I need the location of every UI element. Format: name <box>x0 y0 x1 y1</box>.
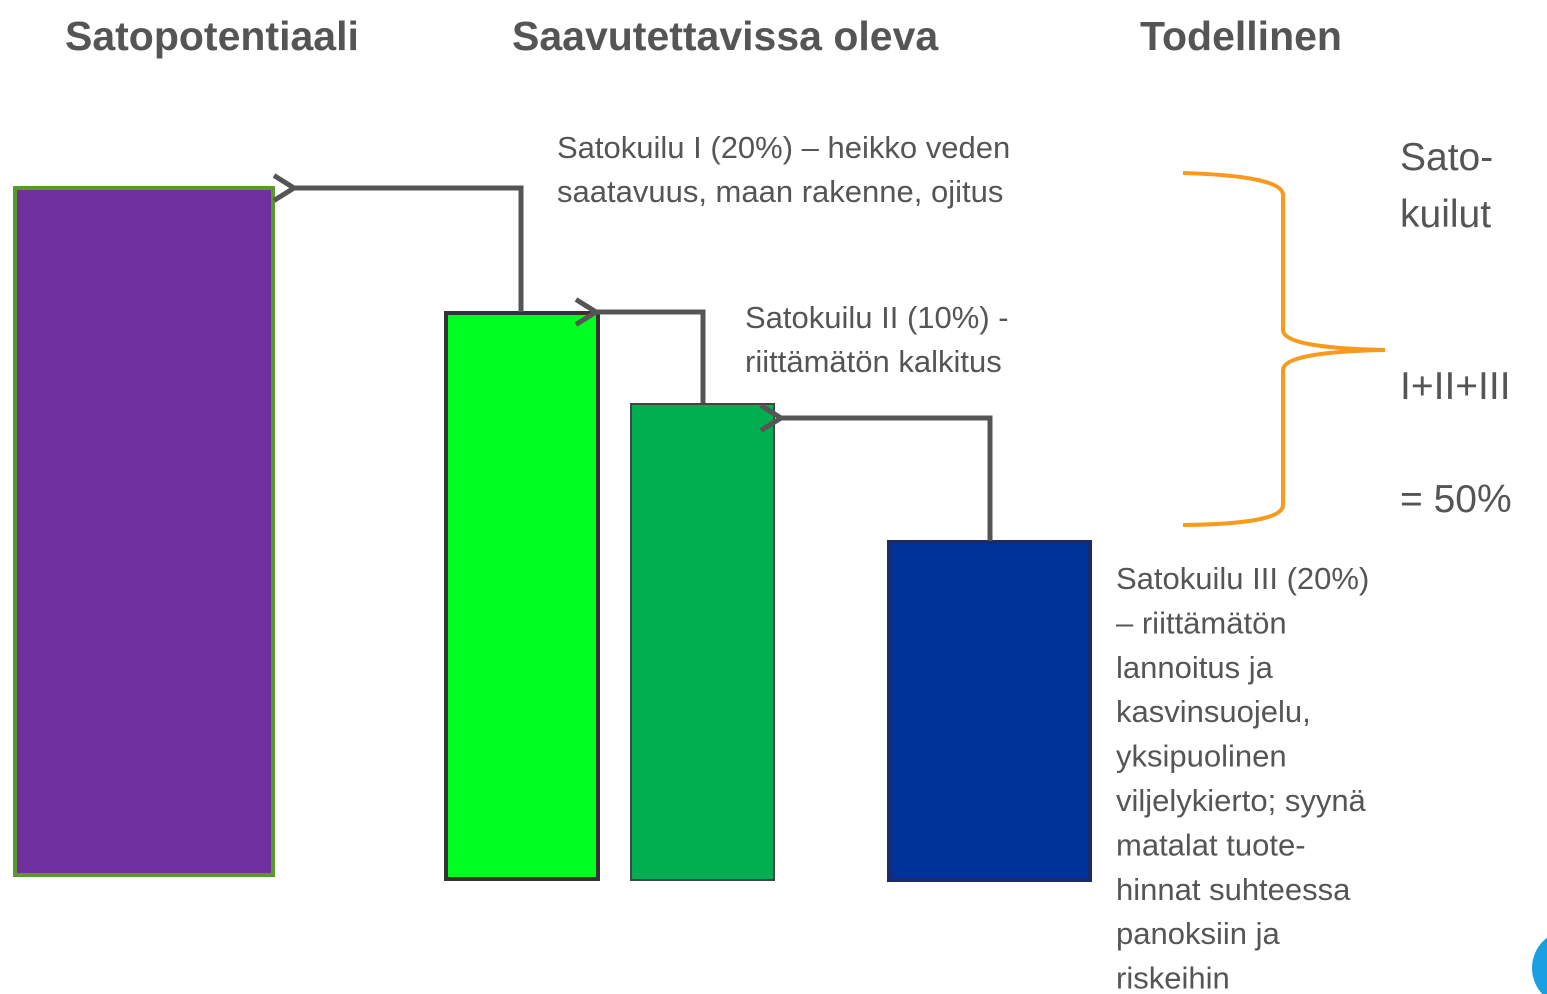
brace-label: Sato- <box>1400 136 1493 179</box>
header: Saavutettavissa oleva <box>512 13 939 59</box>
gap-label: riittämätön kalkitus <box>745 344 1002 379</box>
gap-label: – riittämätön <box>1116 605 1287 640</box>
gap-label: viljelykierto; syynä <box>1116 783 1367 818</box>
arrow <box>574 297 706 403</box>
gap-label: matalat tuote- <box>1116 827 1306 862</box>
arrow <box>272 173 524 312</box>
attainable-bar-2 <box>630 403 775 881</box>
header: Todellinen <box>1140 13 1342 59</box>
logo-fragment <box>1532 937 1547 994</box>
brace <box>1182 171 1386 527</box>
actual-bar <box>887 540 1092 882</box>
gap-label: Satokuilu I (20%) – heikko veden <box>557 130 1010 165</box>
arrow <box>759 403 993 541</box>
gap-label: panoksiin ja <box>1116 916 1280 951</box>
gap-label: yksipuolinen <box>1116 739 1287 774</box>
gap-label: lannoitus ja <box>1116 650 1274 685</box>
gap-label: riskeihin <box>1116 961 1230 994</box>
gap-label: hinnat suhteessa <box>1116 872 1351 907</box>
brace-formula: I+II+III <box>1400 365 1511 408</box>
gap-label: Satokuilu III (20%) <box>1116 561 1369 596</box>
potential-bar <box>13 186 275 877</box>
brace-result: = 50% <box>1400 478 1512 521</box>
brace-label: kuilut <box>1400 193 1491 236</box>
gap-label: saatavuus, maan rakenne, ojitus <box>557 174 1003 209</box>
gap-label: Satokuilu II (10%) - <box>745 300 1009 335</box>
header: Satopotentiaali <box>65 13 359 59</box>
attainable-bar <box>444 311 600 881</box>
gap-label: kasvinsuojelu, <box>1116 694 1311 729</box>
